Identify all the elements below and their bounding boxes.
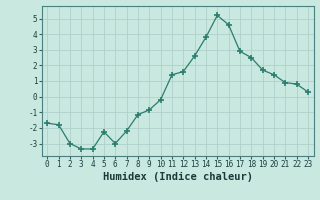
X-axis label: Humidex (Indice chaleur): Humidex (Indice chaleur) — [103, 172, 252, 182]
